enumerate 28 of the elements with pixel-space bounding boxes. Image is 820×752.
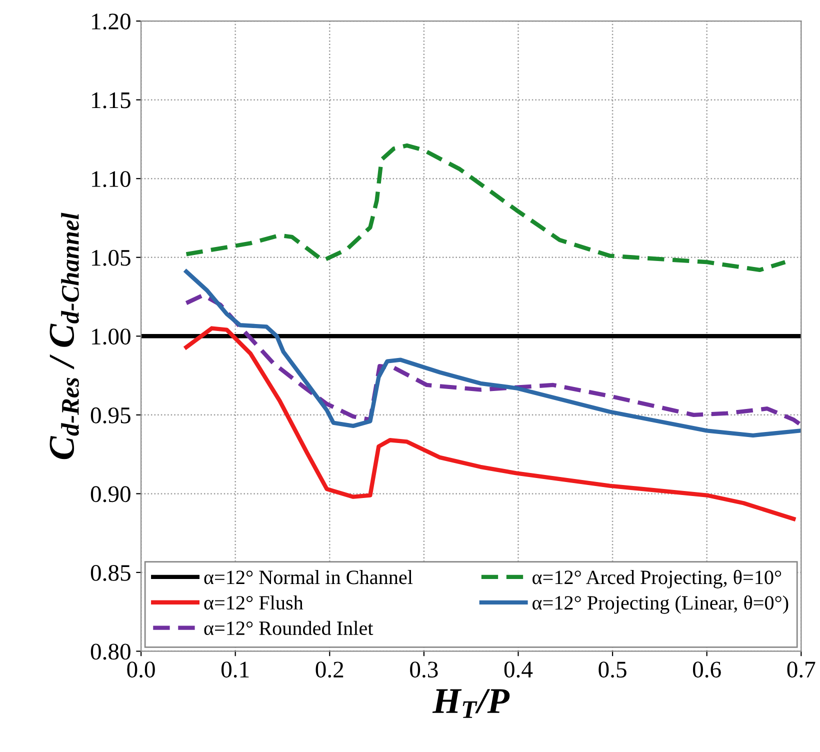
y-tick-label: 0.85 <box>90 564 130 581</box>
y-tick-label: 0.90 <box>90 486 130 502</box>
line-series <box>184 269 802 438</box>
x-tick-label: 0.7 <box>787 662 816 678</box>
y-tick-label: 1.05 <box>92 250 130 266</box>
x-tick-label: 0.1 <box>221 662 249 678</box>
y-tick-label: 1.10 <box>92 171 130 188</box>
line-series <box>184 326 796 521</box>
y-tick-label: 0.95 <box>90 407 130 424</box>
y-tick-label: 1.15 <box>92 92 130 108</box>
x-tick-label: 0.2 <box>316 662 344 678</box>
x-tick-label: 0.5 <box>598 662 626 678</box>
y-tick-label: 0.80 <box>90 644 130 660</box>
legend-label: α=12° Arced Projecting, θ=10° <box>532 570 782 588</box>
line-series <box>184 293 802 426</box>
y-tick-label: 1.20 <box>92 14 130 30</box>
legend-label: α=12° Rounded Inlet <box>204 620 374 636</box>
x-axis-title: H$_{T}$/P <box>432 689 510 718</box>
x-tick-label: 0.3 <box>410 662 438 678</box>
legend-label: α=12° Normal in Channel <box>204 570 413 584</box>
x-tick-label: 0.4 <box>504 662 533 678</box>
legend-label: α=12° Projecting (Linear, θ=0°) <box>532 595 788 614</box>
line-series <box>184 143 788 272</box>
x-tick-label: 0.6 <box>692 662 721 678</box>
y-tick-label: 1.00 <box>92 328 130 345</box>
y-axis-title: C$_{d-Res}$ / C$_{d-Channel}$ <box>50 212 79 460</box>
x-tick-label: 0.0 <box>127 662 155 678</box>
legend-label: α=12° Flush <box>204 595 304 610</box>
